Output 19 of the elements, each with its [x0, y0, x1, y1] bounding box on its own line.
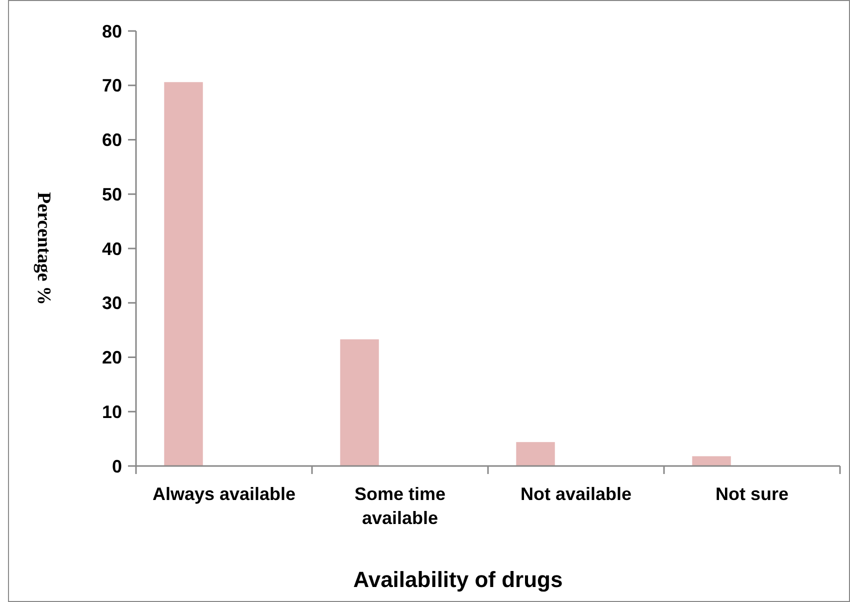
bar: [340, 339, 379, 466]
y-tick-label: 10: [102, 402, 122, 422]
x-tick-label: Not sure: [715, 484, 789, 504]
y-tick-label: 50: [102, 184, 122, 204]
y-tick-label: 70: [102, 76, 122, 96]
bar: [516, 442, 555, 466]
bar: [164, 82, 203, 466]
bar: [692, 456, 731, 466]
y-tick-label: 60: [102, 130, 122, 150]
x-tick-label: Some time available: [354, 484, 446, 528]
y-tick-label: 40: [102, 238, 122, 259]
y-axis-title: Percentage %: [33, 192, 54, 306]
y-tick-label: 80: [102, 21, 122, 42]
y-tick-label: 0: [112, 456, 122, 476]
y-tick-label: 30: [102, 293, 122, 314]
x-axis-title: Availability of drugs: [353, 567, 563, 592]
x-tick-label: Always available: [152, 484, 296, 504]
y-tick-label: 20: [102, 348, 122, 368]
x-tick-label: Not available: [520, 484, 632, 504]
